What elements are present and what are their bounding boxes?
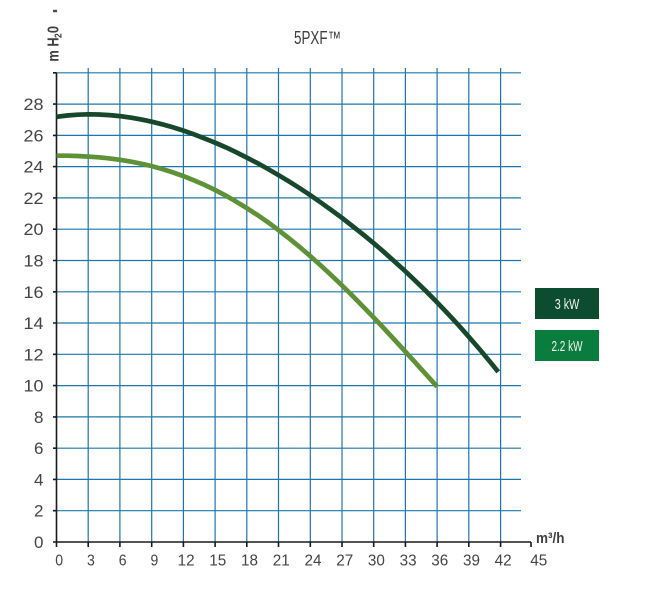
svg-text:16: 16 [24, 283, 44, 302]
svg-text:28: 28 [24, 95, 44, 114]
svg-text:24: 24 [305, 552, 322, 569]
svg-text:10: 10 [24, 377, 44, 396]
svg-text:6: 6 [119, 552, 127, 569]
svg-text:12: 12 [24, 345, 44, 364]
svg-text:2: 2 [53, 33, 65, 38]
svg-text:18: 18 [24, 252, 44, 271]
svg-text:24: 24 [24, 158, 44, 177]
svg-text:2: 2 [34, 502, 43, 521]
svg-text:0: 0 [45, 26, 63, 33]
svg-text:9: 9 [151, 552, 159, 569]
svg-text:30: 30 [368, 552, 385, 569]
svg-text:21: 21 [273, 552, 290, 569]
svg-text:45: 45 [530, 552, 547, 569]
svg-text:26: 26 [24, 126, 44, 145]
svg-text:15: 15 [209, 552, 226, 569]
svg-text:27: 27 [336, 552, 353, 569]
svg-text:m H: m H [45, 37, 63, 61]
svg-text:42: 42 [495, 552, 512, 569]
svg-text:5PXF™: 5PXF™ [294, 28, 341, 48]
svg-text:0: 0 [34, 533, 43, 552]
svg-text:14: 14 [24, 314, 44, 333]
svg-text:22: 22 [24, 189, 44, 208]
svg-text:36: 36 [431, 552, 448, 569]
svg-text:3: 3 [87, 552, 95, 569]
svg-text:4: 4 [34, 470, 43, 489]
svg-text:6: 6 [34, 439, 43, 458]
svg-text:12: 12 [178, 552, 195, 569]
svg-text:20: 20 [24, 220, 44, 239]
svg-text:33: 33 [400, 552, 417, 569]
svg-text:39: 39 [463, 552, 480, 569]
svg-text:3 kW: 3 kW [555, 296, 580, 313]
svg-text:0: 0 [55, 552, 63, 569]
svg-text:18: 18 [241, 552, 258, 569]
svg-text:8: 8 [34, 408, 43, 427]
svg-text:2.2 kW: 2.2 kW [552, 338, 584, 355]
svg-text:m³/h: m³/h [536, 530, 565, 547]
